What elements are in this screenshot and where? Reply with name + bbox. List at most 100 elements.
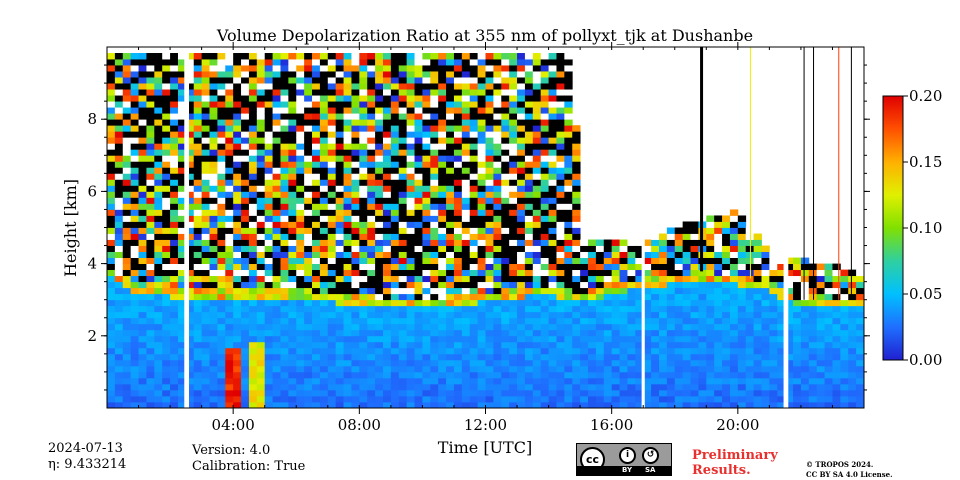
heatmap-cell bbox=[170, 209, 179, 216]
heatmap-cell bbox=[588, 263, 597, 271]
heatmap-cell bbox=[185, 305, 195, 313]
heatmap-cell bbox=[856, 281, 865, 289]
heatmap-cell bbox=[745, 329, 755, 337]
heatmap-cell bbox=[501, 341, 510, 349]
heatmap-cell bbox=[501, 209, 510, 216]
heatmap-cell bbox=[280, 401, 289, 409]
heatmap-cell bbox=[272, 359, 281, 367]
heatmap-cell bbox=[170, 311, 179, 319]
heatmap-cell bbox=[477, 353, 486, 361]
heatmap-cell bbox=[635, 401, 644, 409]
heatmap-cell bbox=[548, 263, 557, 271]
heatmap-cell bbox=[351, 401, 360, 409]
heatmap-cell bbox=[225, 275, 234, 283]
heatmap-cell bbox=[572, 371, 581, 379]
heatmap-cell bbox=[824, 335, 833, 343]
heatmap-cell bbox=[146, 83, 155, 90]
heatmap-cell bbox=[422, 269, 431, 277]
heatmap-cell bbox=[611, 359, 620, 367]
heatmap-cell bbox=[477, 83, 486, 90]
heatmap-cell bbox=[264, 131, 273, 138]
heatmap-cell bbox=[114, 383, 124, 391]
heatmap-cell bbox=[335, 191, 344, 198]
heatmap-cell bbox=[690, 239, 699, 246]
heatmap-cell bbox=[296, 359, 305, 367]
heatmap-cell bbox=[453, 203, 463, 210]
heatmap-cell bbox=[390, 101, 400, 108]
heatmap-cell bbox=[280, 299, 289, 307]
heatmap-cell bbox=[201, 305, 210, 313]
heatmap-cell bbox=[706, 389, 715, 397]
heatmap-cell bbox=[690, 227, 699, 234]
heatmap-cell bbox=[509, 323, 518, 331]
heatmap-cell bbox=[666, 341, 676, 349]
heatmap-cell bbox=[777, 299, 786, 307]
heatmap-cell bbox=[193, 107, 203, 114]
heatmap-cell bbox=[737, 245, 747, 252]
heatmap-cell bbox=[193, 347, 203, 355]
heatmap-cell bbox=[477, 107, 486, 114]
heatmap-cell bbox=[627, 293, 636, 301]
heatmap-cell bbox=[233, 209, 242, 216]
heatmap-cell bbox=[477, 125, 486, 132]
heatmap-cell bbox=[280, 389, 289, 397]
heatmap-cell bbox=[233, 137, 242, 144]
heatmap-cell bbox=[130, 83, 139, 90]
heatmap-cell bbox=[793, 299, 802, 307]
heatmap-cell bbox=[209, 305, 218, 313]
heatmap-cell bbox=[532, 353, 542, 361]
heatmap-cell bbox=[438, 305, 447, 313]
heatmap-cell bbox=[446, 245, 455, 252]
heatmap-cell bbox=[548, 383, 557, 391]
heatmap-cell bbox=[706, 329, 715, 337]
heatmap-cell bbox=[296, 287, 305, 295]
heatmap-cell bbox=[800, 371, 810, 379]
heatmap-cell bbox=[540, 155, 549, 162]
heatmap-cell bbox=[453, 383, 463, 391]
heatmap-cell bbox=[493, 245, 502, 252]
heatmap-cell bbox=[635, 377, 644, 385]
heatmap-cell bbox=[177, 365, 187, 373]
heatmap-cell bbox=[170, 137, 179, 144]
heatmap-cell bbox=[745, 383, 755, 391]
heatmap-cell bbox=[793, 401, 802, 409]
heatmap-cell bbox=[288, 89, 297, 96]
heatmap-cell bbox=[335, 227, 344, 234]
heatmap-cell bbox=[611, 329, 620, 337]
colorbar-ticks: 0.000.050.100.150.20 bbox=[903, 87, 942, 369]
heatmap-cell bbox=[453, 173, 463, 180]
heatmap-cell bbox=[548, 53, 557, 60]
heatmap-cell bbox=[406, 281, 415, 289]
heatmap-cell bbox=[146, 401, 155, 409]
heatmap-cell bbox=[114, 341, 124, 349]
heatmap-cell bbox=[225, 179, 234, 186]
heatmap-cell bbox=[304, 89, 313, 96]
heatmap-cell bbox=[848, 275, 857, 283]
heatmap-cell bbox=[367, 281, 376, 289]
heatmap-cell bbox=[619, 239, 628, 246]
heatmap-cell bbox=[603, 317, 613, 325]
heatmap-cell bbox=[501, 107, 510, 114]
heatmap-cell bbox=[241, 311, 250, 319]
heatmap-cell bbox=[122, 71, 132, 78]
heatmap-cell bbox=[390, 383, 400, 391]
heatmap-cell bbox=[461, 395, 471, 403]
heatmap-cell bbox=[114, 305, 124, 313]
heatmap-cell bbox=[564, 191, 573, 198]
heatmap-cell bbox=[517, 317, 526, 325]
heatmap-cell bbox=[359, 389, 368, 397]
heatmap-cell bbox=[185, 263, 195, 271]
heatmap-cell bbox=[706, 365, 715, 373]
heatmap-cell bbox=[698, 269, 707, 277]
heatmap-cell bbox=[595, 395, 605, 403]
heatmap-cell bbox=[517, 101, 526, 108]
heatmap-cell bbox=[280, 353, 289, 361]
heatmap-cell bbox=[611, 353, 620, 361]
heatmap-cell bbox=[343, 347, 352, 355]
heatmap-cell bbox=[162, 389, 171, 397]
heatmap-cell bbox=[170, 155, 179, 162]
heatmap-cell bbox=[351, 281, 360, 289]
heatmap-cell bbox=[170, 233, 179, 240]
heatmap-cell bbox=[406, 377, 415, 385]
heatmap-cell bbox=[753, 263, 762, 271]
